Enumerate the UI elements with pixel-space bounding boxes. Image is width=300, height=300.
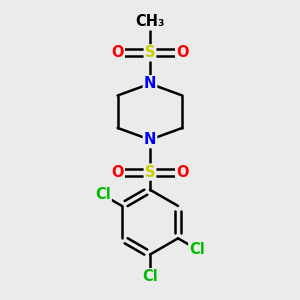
Text: S: S — [145, 165, 155, 180]
Text: O: O — [111, 165, 124, 180]
Text: O: O — [111, 45, 124, 60]
Text: N: N — [144, 76, 156, 91]
Text: Cl: Cl — [142, 269, 158, 284]
Text: O: O — [176, 165, 189, 180]
Text: CH₃: CH₃ — [135, 14, 165, 29]
Text: N: N — [144, 132, 156, 147]
Text: S: S — [145, 45, 155, 60]
Text: O: O — [176, 45, 189, 60]
Text: Cl: Cl — [95, 188, 111, 202]
Text: Cl: Cl — [189, 242, 205, 257]
